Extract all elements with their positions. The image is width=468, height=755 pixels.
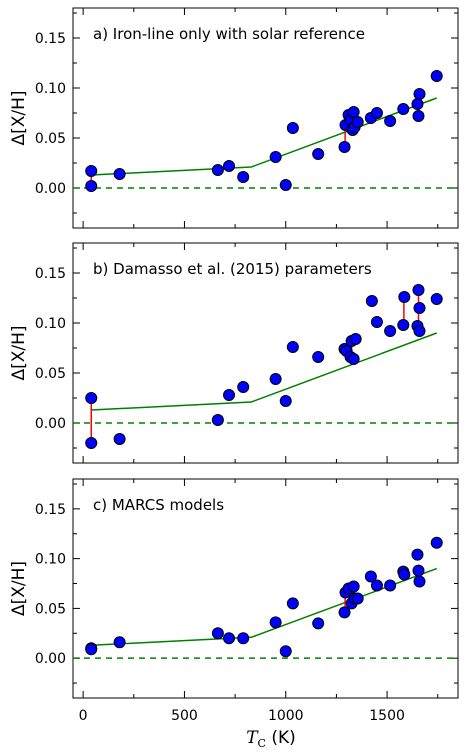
- y-tick-label: 0.15: [35, 266, 66, 282]
- y-axis-label: Δ[X/H]: [9, 325, 29, 380]
- data-point: [370, 579, 383, 592]
- data-point: [349, 333, 362, 345]
- x-tick-label: 0: [79, 708, 88, 724]
- y-tick-label: 0.10: [35, 552, 66, 568]
- data-point: [347, 580, 360, 593]
- data-point: [223, 160, 236, 172]
- data-point: [347, 106, 360, 118]
- y-axis-label: Δ[X/H]: [9, 561, 29, 616]
- data-point: [338, 141, 351, 153]
- data-point: [312, 351, 325, 363]
- data-point: [113, 433, 126, 445]
- panel-1: 0.00 0.05 0.10 0.15 a) Iron-line only with s…: [9, 7, 459, 229]
- plot-frame: [72, 242, 459, 464]
- data-point: [351, 592, 364, 605]
- data-point: [286, 341, 299, 353]
- data-point: [223, 632, 236, 645]
- x-axis-label: TC (K): [246, 728, 296, 750]
- panel-2: 0.00 0.05 0.10 0.15 b) Damasso et al. (2015)…: [9, 242, 459, 464]
- data-point: [370, 316, 383, 328]
- y-tick-label: 0.10: [35, 316, 66, 332]
- x-axis-label-main: T: [246, 728, 259, 748]
- panel-3: 0.00 0.05 0.10 0.15 0 500 1000 1500 c) MARCS mod…: [9, 478, 459, 724]
- data-point: [312, 148, 325, 160]
- panel-title: a) Iron-line only with solar reference: [93, 25, 365, 43]
- data-point: [223, 389, 236, 401]
- data-point: [413, 575, 426, 588]
- data-point: [286, 597, 299, 610]
- data-point: [398, 568, 411, 581]
- data-point: [113, 168, 126, 180]
- x-tick-label: 1500: [369, 708, 405, 724]
- data-point: [85, 437, 98, 449]
- x-axis-label-unit: (K): [266, 728, 296, 748]
- x-tick-label: 1000: [268, 708, 304, 724]
- data-point: [397, 319, 410, 331]
- data-point: [365, 295, 378, 307]
- y-tick-label: 0.00: [35, 416, 66, 432]
- panel-title: b) Damasso et al. (2015) parameters: [93, 260, 372, 278]
- trend-line: [91, 332, 437, 411]
- data-point: [113, 636, 126, 649]
- data-point: [312, 617, 325, 630]
- y-axis-label: Δ[X/H]: [9, 90, 29, 145]
- plot-frame: [72, 478, 459, 699]
- x-tick-label: 500: [171, 708, 198, 724]
- data-point: [85, 165, 98, 177]
- data-point: [237, 381, 250, 393]
- x-axis-label-sub: C: [258, 737, 266, 750]
- data-point: [237, 632, 250, 645]
- data-point: [398, 291, 411, 303]
- data-point: [269, 616, 282, 629]
- data-point: [279, 179, 292, 191]
- y-tick-label: 0.15: [35, 502, 66, 518]
- data-point: [384, 115, 397, 127]
- data-point: [237, 171, 250, 183]
- data-point: [279, 645, 292, 658]
- data-point: [411, 98, 424, 110]
- trend-line: [91, 97, 437, 176]
- data-point: [211, 627, 224, 640]
- y-tick-label: 0.00: [35, 651, 66, 667]
- data-point: [413, 325, 426, 337]
- data-point: [412, 110, 425, 122]
- y-tick-label: 0.15: [35, 31, 66, 47]
- data-point: [269, 373, 282, 385]
- plot-frame: [72, 7, 459, 229]
- data-point: [430, 70, 443, 82]
- data-point: [413, 88, 426, 100]
- data-point: [211, 164, 224, 176]
- data-point: [413, 302, 426, 314]
- y-tick-label: 0.00: [35, 181, 66, 197]
- data-point: [85, 392, 98, 404]
- data-point: [338, 606, 351, 619]
- data-point: [286, 122, 299, 134]
- data-point: [397, 103, 410, 115]
- y-tick-label: 0.10: [35, 81, 66, 97]
- data-point: [351, 116, 364, 128]
- data-point: [412, 284, 425, 296]
- data-point: [430, 536, 443, 549]
- data-point: [412, 564, 425, 577]
- data-point: [370, 107, 383, 119]
- data-point: [85, 643, 98, 656]
- data-point: [384, 579, 397, 592]
- data-point: [279, 395, 292, 407]
- data-point: [85, 180, 98, 192]
- trend-line: [91, 567, 437, 646]
- data-point: [384, 325, 397, 337]
- y-tick-label: 0.05: [35, 366, 66, 382]
- y-tick-label: 0.05: [35, 601, 66, 617]
- data-point: [411, 548, 424, 561]
- data-point: [364, 570, 377, 583]
- data-point: [430, 293, 443, 305]
- data-point: [269, 151, 282, 163]
- data-point: [347, 353, 360, 365]
- panel-title: c) MARCS models: [93, 496, 224, 514]
- y-tick-label: 0.05: [35, 131, 66, 147]
- data-point: [211, 414, 224, 426]
